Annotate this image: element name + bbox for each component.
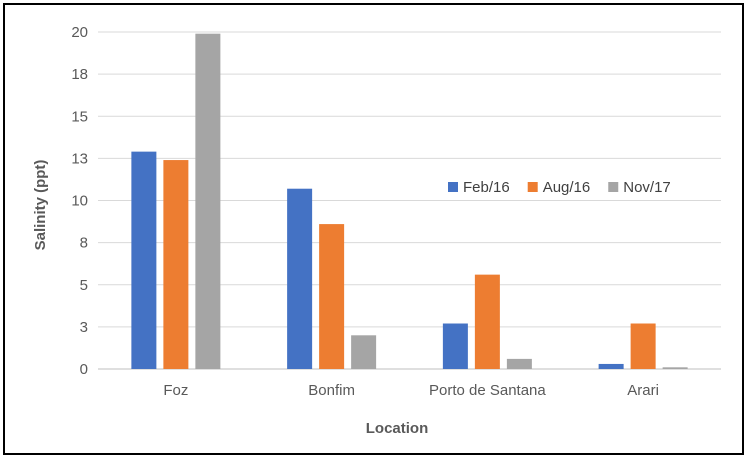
y-tick-label: 5 bbox=[80, 277, 88, 294]
chart-frame: 0 3 5 8 10 13 15 18 20 Foz Bonfim Porto de Santana… bbox=[3, 3, 744, 455]
y-tick-label: 10 bbox=[71, 193, 88, 210]
y-tick-label: 8 bbox=[80, 235, 88, 252]
y-tick-label: 20 bbox=[71, 24, 88, 41]
y-tick-labels: 0 3 5 8 10 13 15 18 20 bbox=[71, 24, 88, 378]
bar bbox=[662, 367, 688, 369]
legend-swatch bbox=[608, 182, 619, 192]
bars bbox=[131, 33, 688, 369]
bar bbox=[442, 323, 468, 369]
legend-label: Feb/16 bbox=[463, 179, 510, 196]
legend-swatch bbox=[448, 182, 458, 192]
y-tick-label: 3 bbox=[80, 319, 88, 336]
x-tick-labels: Foz Bonfim Porto de Santana Arari bbox=[163, 382, 659, 399]
salinity-bar-chart: 0 3 5 8 10 13 15 18 20 Foz Bonfim Porto de Santana… bbox=[32, 24, 721, 437]
y-tick-label: 0 bbox=[80, 361, 88, 378]
bar bbox=[474, 274, 500, 369]
y-tick-label: 18 bbox=[71, 66, 88, 83]
bar bbox=[131, 151, 157, 369]
bar bbox=[319, 224, 345, 369]
bar bbox=[598, 363, 624, 369]
x-tick-label: Bonfim bbox=[308, 382, 355, 399]
x-tick-label: Foz bbox=[163, 382, 188, 399]
y-tick-label: 13 bbox=[71, 150, 88, 167]
legend-label: Nov/17 bbox=[623, 179, 671, 196]
bar bbox=[351, 335, 377, 369]
y-tick-label: 15 bbox=[71, 108, 88, 125]
x-tick-label: Porto de Santana bbox=[429, 382, 546, 399]
legend: Feb/16 Aug/16 Nov/17 bbox=[448, 179, 671, 196]
legend-label: Aug/16 bbox=[543, 179, 591, 196]
bar bbox=[195, 33, 221, 369]
x-axis-title: Location bbox=[366, 420, 429, 437]
gridlines bbox=[98, 31, 721, 370]
bar bbox=[630, 323, 656, 369]
x-tick-label: Arari bbox=[627, 382, 659, 399]
bar bbox=[163, 160, 189, 369]
y-axis-title: Salinity (ppt) bbox=[32, 160, 49, 251]
bar bbox=[506, 358, 532, 369]
bar bbox=[287, 188, 313, 369]
legend-swatch bbox=[527, 182, 538, 192]
